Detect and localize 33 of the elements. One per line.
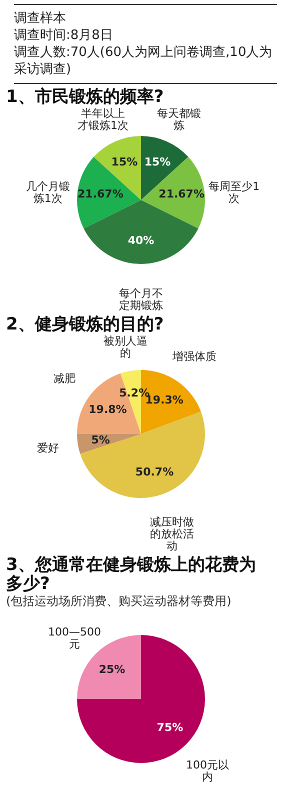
pie-slice	[84, 200, 198, 264]
data-label: 75%	[156, 720, 184, 734]
pie-slice	[80, 412, 205, 498]
slice-label: 减肥	[54, 372, 76, 386]
data-label: 15%	[111, 156, 138, 169]
chart-title: 1、市民锻炼的频率?	[6, 87, 164, 108]
data-label: 19.8%	[88, 403, 127, 416]
data-label: 50.7%	[135, 466, 174, 479]
pie-slice	[77, 156, 141, 229]
text: 调查样本	[14, 10, 67, 27]
slice-label: 增强体质	[172, 350, 217, 363]
text: 调查人数:70人(60人为网上问卷调查,10人为采访调查)	[14, 44, 274, 78]
slice-label: 每个月不定期锻炼	[119, 287, 163, 312]
data-label: 5%	[91, 433, 110, 446]
data-label: 40%	[128, 234, 154, 247]
slice-label: 几个月锻炼1次	[26, 180, 70, 206]
data-label: 25%	[98, 663, 126, 676]
slice-label: 100元以内	[186, 758, 229, 784]
data-label: 15%	[144, 156, 171, 169]
data-label: 21.67%	[78, 187, 124, 200]
text: 调查时间:8月8日	[14, 27, 114, 44]
chart-title: 2、健身锻炼的目的?	[6, 314, 164, 334]
slice-label: 被别人逼的	[104, 334, 148, 360]
pie-slice	[141, 156, 205, 229]
slice-label: 减压时做的放松活动	[150, 516, 194, 553]
slice-label: 100—500元	[48, 626, 102, 651]
slice-label: 爱好	[37, 442, 60, 455]
slice-label: 每周至少1次	[208, 180, 260, 206]
chart-subtitle: (包括运动场所消费、购买运动器材等费用)	[6, 594, 232, 608]
slice-label: 半年以上才锻炼1次	[78, 107, 129, 132]
data-label: 21.67%	[158, 187, 204, 200]
chart-title: 3、您通常在健身锻炼上的花费为多少?	[6, 555, 256, 594]
slice-label: 每天都锻炼	[156, 107, 201, 132]
